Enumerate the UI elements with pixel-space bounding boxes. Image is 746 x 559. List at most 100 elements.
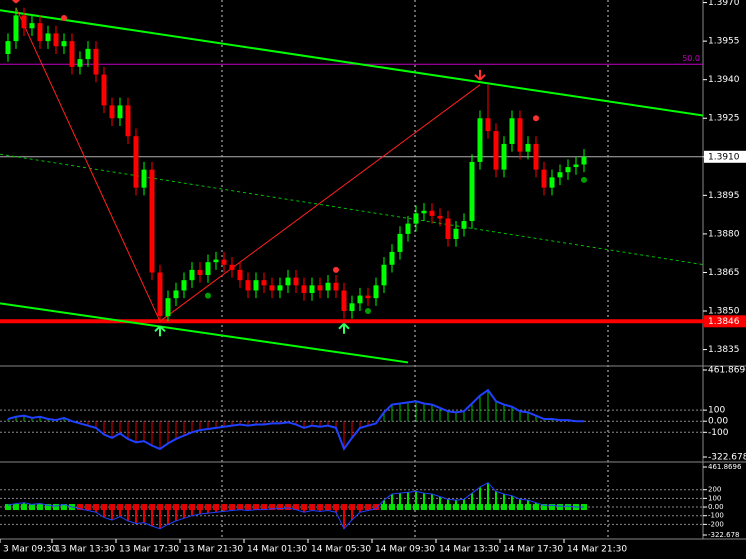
y-tick-label: -322.678 xyxy=(708,531,739,539)
strip-square xyxy=(157,504,163,511)
candle-body xyxy=(493,131,499,170)
strip-square xyxy=(365,504,371,511)
strip-square xyxy=(485,504,491,511)
strip-square xyxy=(5,504,11,511)
candle-body xyxy=(557,172,563,178)
candle-body xyxy=(453,228,459,240)
candle-body xyxy=(413,213,419,224)
y-tick-label: 1.3835 xyxy=(708,345,740,355)
strip-square xyxy=(237,504,243,511)
candle-body xyxy=(173,290,179,299)
strip-square xyxy=(469,504,475,511)
candle-body xyxy=(405,223,411,234)
candle-body xyxy=(501,143,507,170)
strip-square xyxy=(77,504,83,511)
signal-dot xyxy=(533,115,539,122)
candle-body xyxy=(277,285,283,291)
candle-body xyxy=(445,218,451,240)
strip-square xyxy=(565,504,571,511)
candle-body xyxy=(477,118,483,162)
strip-square xyxy=(93,504,99,511)
candle-body xyxy=(397,233,403,252)
candle-body xyxy=(333,282,339,291)
y-tick-label: -200 xyxy=(708,520,724,528)
candle-body xyxy=(61,41,67,47)
candle-body xyxy=(429,210,435,216)
candle-body xyxy=(269,285,275,291)
strip-square xyxy=(85,504,91,511)
signal-dot xyxy=(61,14,67,21)
strip-square xyxy=(301,504,307,511)
candle-body xyxy=(381,264,387,286)
strip-square xyxy=(133,504,139,511)
strip-square xyxy=(21,504,27,511)
strip-square xyxy=(45,504,51,511)
y-tick-label: 100 xyxy=(708,406,725,416)
strip-square xyxy=(221,504,227,511)
strip-square xyxy=(61,504,67,511)
strip-line xyxy=(7,482,584,530)
x-tick-label: 14 Mar 09:30 xyxy=(375,545,435,555)
candle-body xyxy=(581,156,587,165)
strip-square xyxy=(293,504,299,511)
strip-square xyxy=(125,504,131,511)
strip-square xyxy=(181,504,187,511)
candle-body xyxy=(565,167,571,173)
strip-square xyxy=(389,504,395,511)
x-tick-label: 3 Mar 09:30 xyxy=(3,545,58,555)
signal-dot xyxy=(365,308,371,315)
candle-body xyxy=(109,105,115,119)
candle-body xyxy=(117,105,123,119)
strip-square xyxy=(509,504,515,511)
candle-body xyxy=(157,272,163,317)
candle-body xyxy=(149,169,155,273)
candle-body xyxy=(189,269,195,281)
candle-body xyxy=(229,264,235,270)
x-tick-label: 14 Mar 13:30 xyxy=(439,545,499,555)
candle-body xyxy=(317,285,323,291)
strip-square xyxy=(381,504,387,511)
candle-body xyxy=(5,41,11,54)
candle-body xyxy=(29,23,35,29)
candle-body xyxy=(485,118,491,132)
strip-square xyxy=(277,504,283,511)
strip-square xyxy=(437,504,443,511)
y-tick-label: 1.3955 xyxy=(708,37,740,47)
x-tick-label: 14 Mar 05:30 xyxy=(311,545,371,555)
price-label: 1.3846 xyxy=(708,317,740,327)
candle-body xyxy=(21,15,27,29)
candle-body xyxy=(517,118,523,152)
candle-body xyxy=(261,280,267,286)
strip-square xyxy=(285,504,291,511)
signal-arrow xyxy=(474,69,486,81)
y-tick-label: 0.00 xyxy=(708,503,724,511)
strip-square xyxy=(445,504,451,511)
y-tick-label: 1.3940 xyxy=(708,75,740,85)
candle-body xyxy=(437,215,443,219)
candle-body xyxy=(389,251,395,265)
strip-square xyxy=(309,504,315,511)
candle-body xyxy=(53,33,59,47)
x-tick-label: 14 Mar 17:30 xyxy=(503,545,563,555)
strip-square xyxy=(165,504,171,511)
strip-square xyxy=(261,504,267,511)
candle-body xyxy=(133,136,139,188)
strip-square xyxy=(341,504,347,511)
y-tick-label: -100 xyxy=(708,428,729,438)
candle-body xyxy=(293,277,299,286)
trend-line xyxy=(0,302,409,364)
y-tick-label: 1.3850 xyxy=(708,307,740,317)
strip-square xyxy=(405,504,411,511)
candle-body xyxy=(509,118,515,144)
strip-square xyxy=(189,504,195,511)
strip-square xyxy=(109,504,115,511)
y-tick-label: 461.8696 xyxy=(708,366,746,376)
candle-body xyxy=(533,143,539,170)
trend-line xyxy=(0,9,703,117)
candle-body xyxy=(181,280,187,291)
price-box xyxy=(704,150,746,163)
candle-body xyxy=(285,277,291,286)
candle-body xyxy=(85,48,91,60)
